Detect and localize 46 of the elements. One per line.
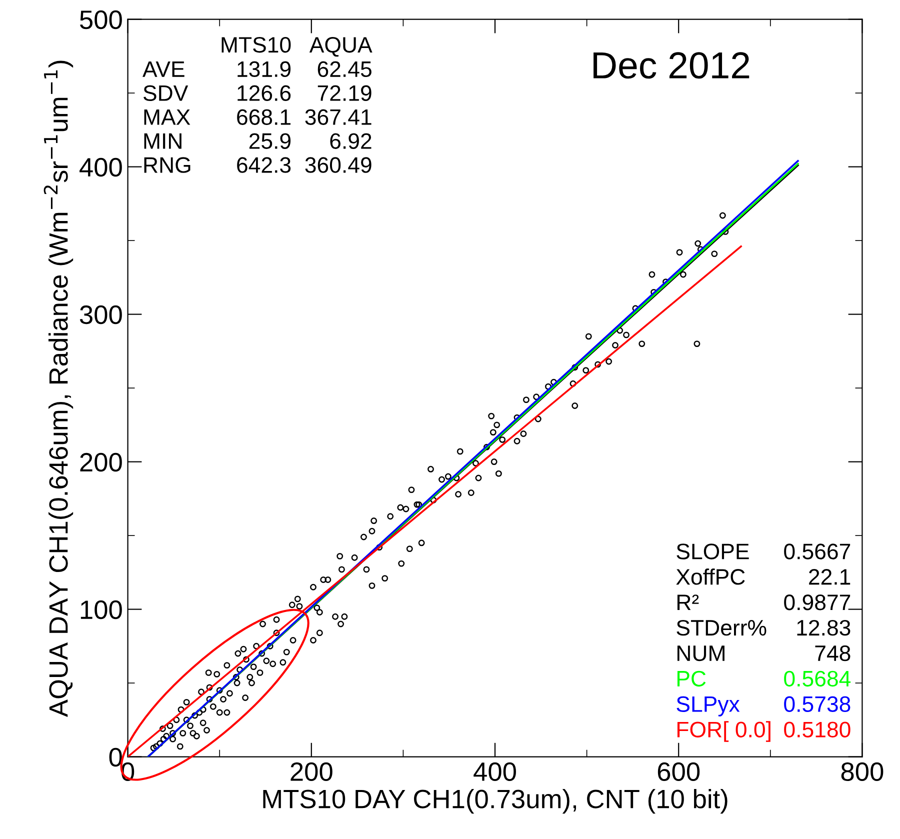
x-tick-label: 600	[658, 762, 700, 782]
annotation: 668.1	[237, 109, 290, 125]
annotation: NUM	[677, 646, 724, 662]
annotation: AVE	[142, 62, 184, 77]
annotation: STDerr%	[676, 620, 766, 636]
annotation: 62.45	[318, 61, 372, 78]
x-tick-label: 400	[474, 762, 516, 782]
annotation: 0.5180	[784, 722, 850, 738]
annotation: XoffPC	[676, 568, 745, 585]
annotation: 0.9877	[784, 594, 850, 610]
annotation: RNG	[144, 157, 190, 173]
annotation: 642.3	[237, 157, 291, 173]
y-tick-label: 400	[80, 158, 122, 177]
annotation: R²	[677, 594, 699, 610]
y-axis-title: AQUA DAY CH1(0.646um), Radiance (Wm$^{−2}$sr$^{−1}$um$^{−1}$)	[44, 60, 74, 718]
annotation: 367.41	[305, 109, 372, 125]
annotation: 6.92	[330, 133, 372, 149]
annotation: 748	[815, 645, 850, 662]
annotation: 22.1	[809, 569, 850, 585]
annotation: 126.6	[238, 85, 291, 102]
text: SLPyx	[676, 696, 740, 716]
x-axis-title: MTS10 DAY CH1(0.73um), CNT (10 bit)	[263, 789, 728, 814]
y-tick-label: 300	[80, 305, 122, 324]
annotation: SLOPE	[676, 544, 749, 560]
y-tick-label: 200	[80, 452, 122, 472]
annotation: AQUA	[309, 36, 372, 57]
text: FOR[ 0.0]	[677, 721, 770, 742]
annotation: 72.19	[318, 85, 372, 102]
annotation: 131.9	[238, 61, 291, 78]
text: PC	[677, 670, 706, 687]
annotation: SDV	[144, 85, 188, 102]
x-tick-label: 200	[290, 762, 332, 782]
annotation: 360.49	[305, 157, 372, 173]
annotation: 0.5667	[784, 544, 850, 560]
x-tick-label: 800	[841, 762, 884, 782]
text: Dec 2012	[594, 52, 750, 79]
annotation: MTS10	[222, 36, 291, 53]
annotation: MAX	[144, 109, 190, 125]
annotation: 12.83	[797, 620, 850, 636]
y-tick-label: 500	[80, 10, 122, 30]
annotation: MIN	[144, 133, 182, 149]
annotation: 0.5684	[784, 670, 851, 687]
y-tick-label: 0	[109, 748, 122, 767]
annotation: 25.9	[249, 133, 291, 149]
y-tick-label: 100	[80, 600, 122, 620]
annotation: 0.5738	[784, 696, 850, 712]
